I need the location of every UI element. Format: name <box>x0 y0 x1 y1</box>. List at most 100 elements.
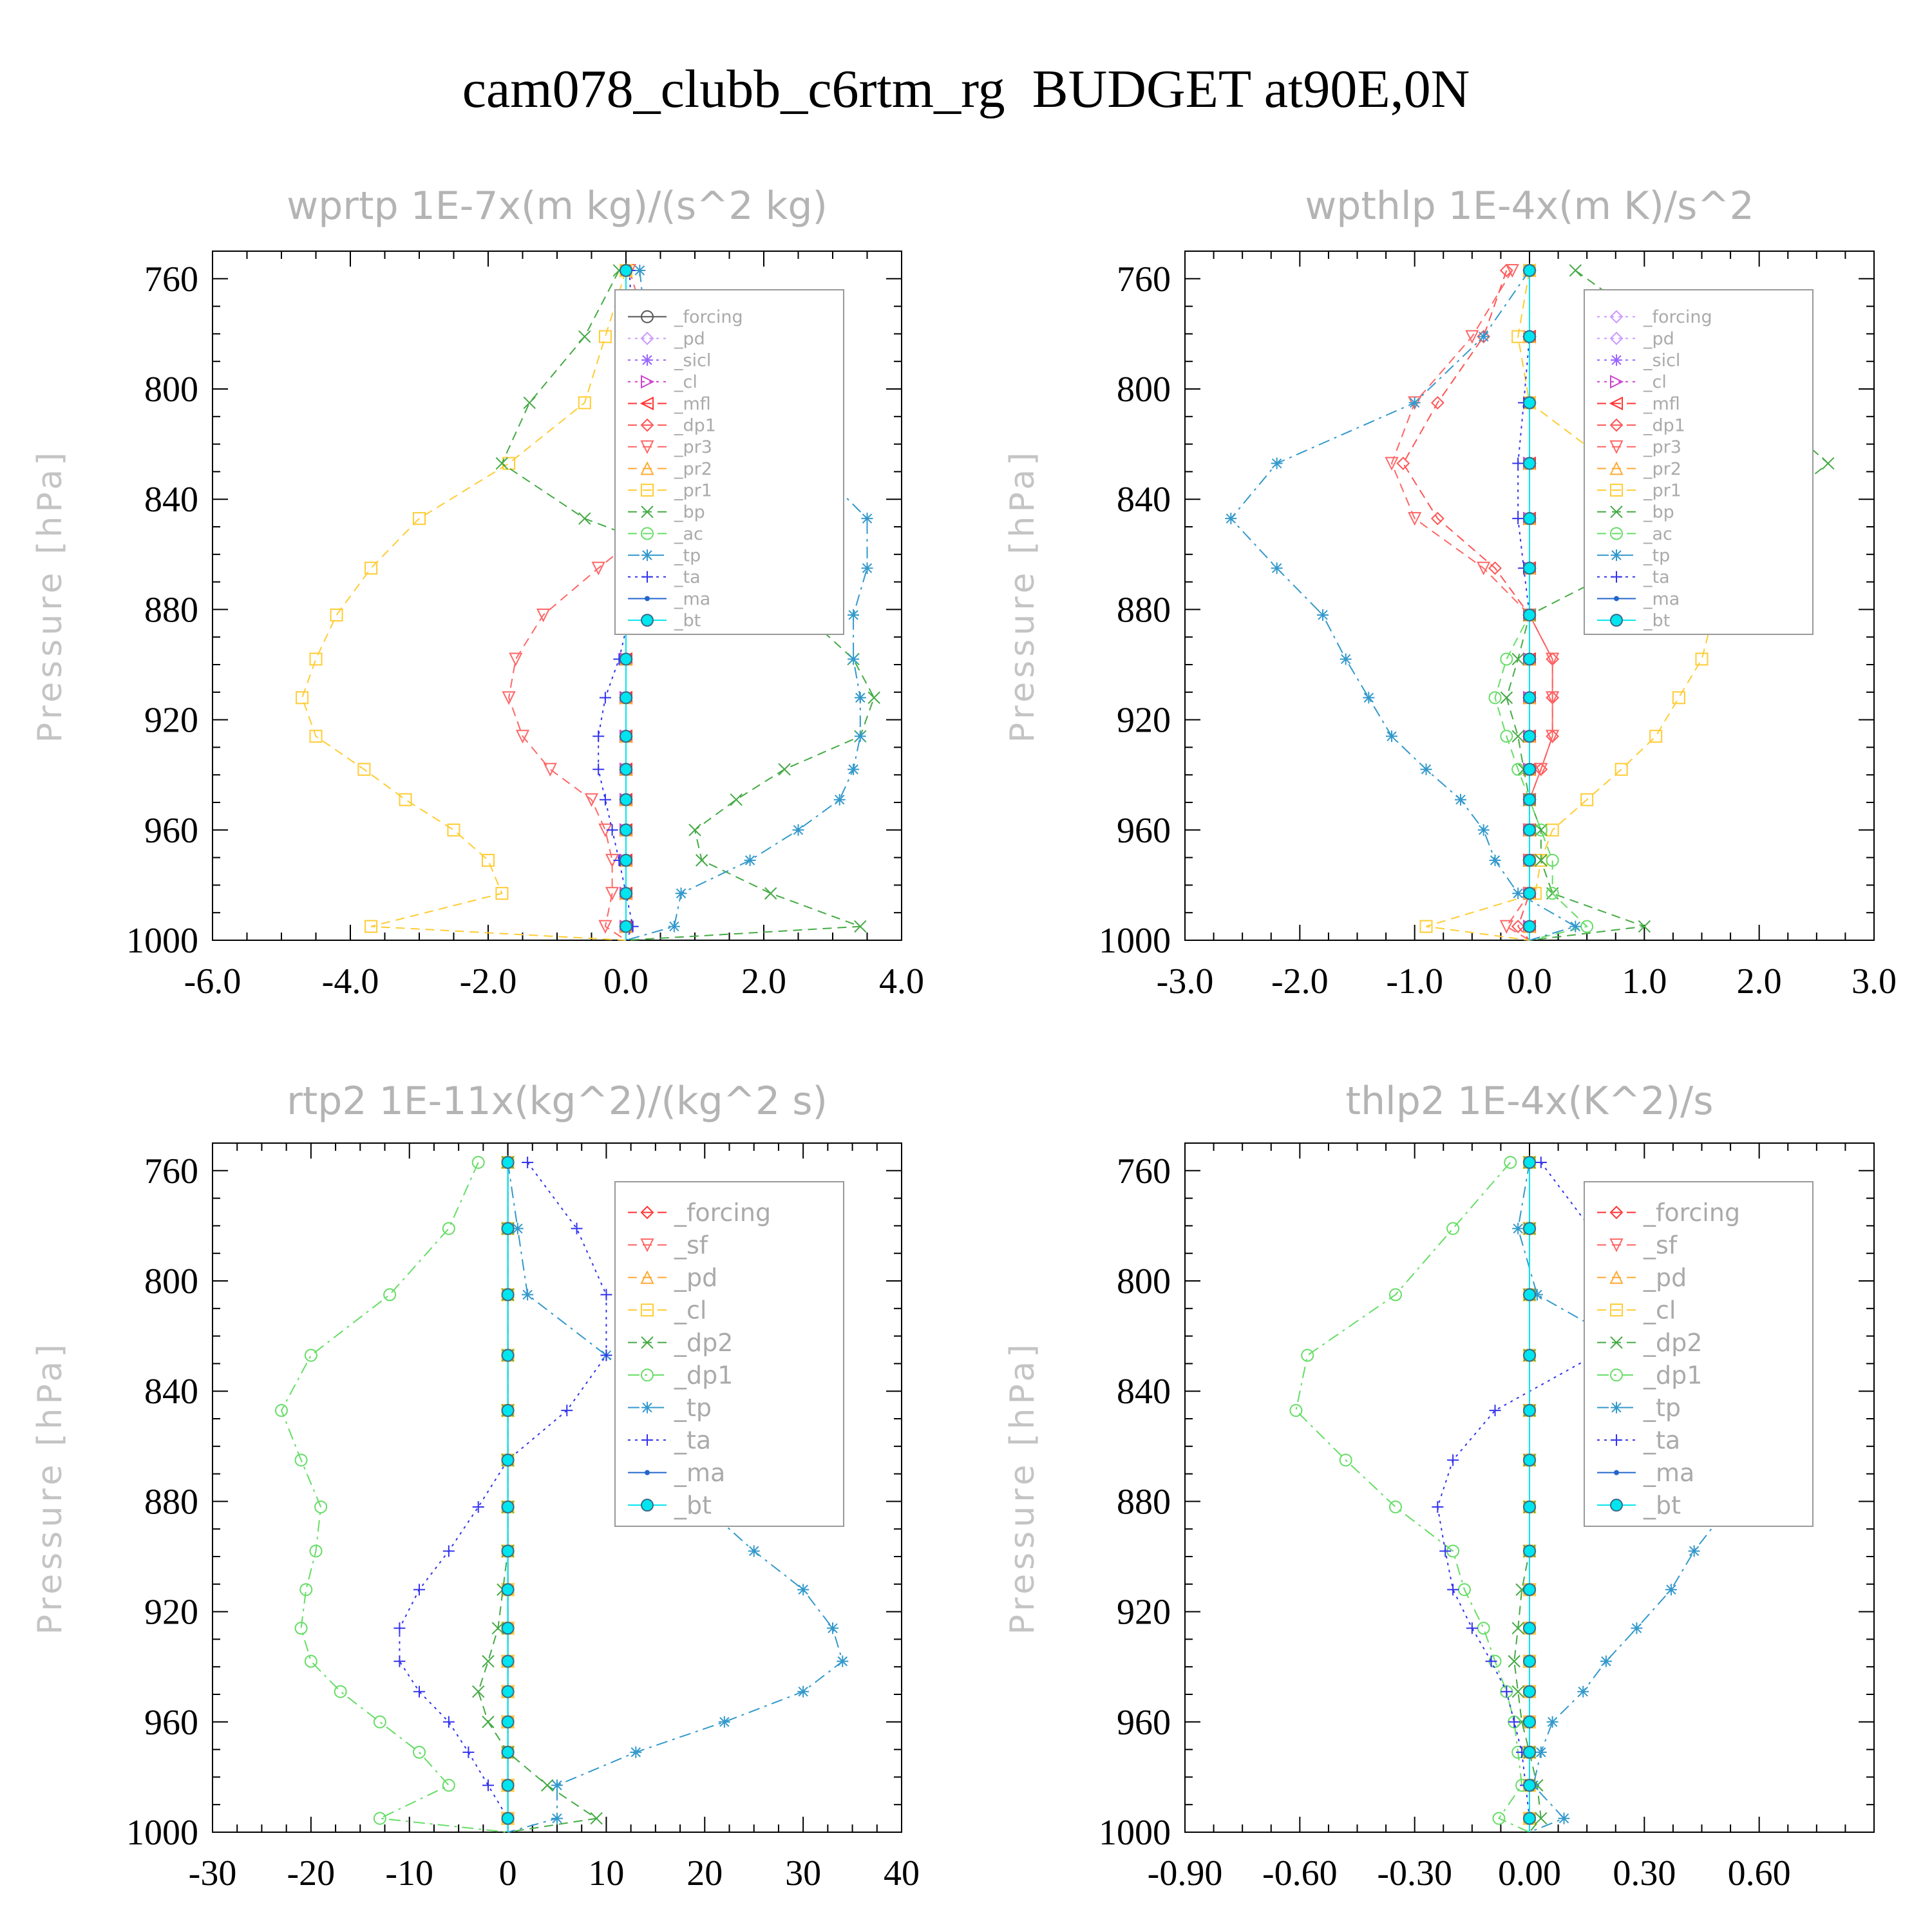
data-point <box>1439 1545 1452 1557</box>
series_ac <box>1488 263 1594 941</box>
series-line <box>1390 270 1553 941</box>
x-tick-label: -20 <box>287 1853 336 1893</box>
data-point <box>1546 887 1559 900</box>
data-point <box>1569 920 1582 933</box>
data-point <box>1492 1812 1506 1825</box>
data-point <box>1500 652 1513 666</box>
data-point <box>620 652 632 666</box>
data-point <box>1363 692 1375 704</box>
series_dp1 <box>1396 263 1560 941</box>
data-point <box>1523 562 1536 575</box>
legend-entry: _tp <box>1643 1394 1681 1422</box>
legend-marker <box>640 461 654 475</box>
y-axis-label: Pressure [hPa] <box>1003 1341 1042 1635</box>
legend-entry: _bt <box>1643 611 1670 631</box>
data-point <box>1488 561 1502 575</box>
legend-marker <box>1610 1499 1623 1512</box>
data-point <box>1558 1812 1570 1824</box>
data-point <box>1523 1404 1536 1417</box>
data-point <box>598 330 612 343</box>
y-tick-label: 880 <box>144 1482 198 1522</box>
series_dp1 <box>1289 1155 1530 1833</box>
series-line <box>280 1162 508 1833</box>
series-line <box>1494 270 1589 941</box>
legend-entry: _forcing <box>1643 1198 1740 1227</box>
data-point <box>827 1622 838 1634</box>
y-tick-label: 800 <box>144 370 198 410</box>
y-tick-label: 880 <box>1117 590 1171 630</box>
panel-2: wpthlp 1E-4x(m K)/s^2 Pressure [hPa] 760 80… <box>1003 184 1897 1001</box>
data-point <box>294 1454 308 1467</box>
data-point <box>1432 1501 1444 1513</box>
data-point <box>1511 652 1524 666</box>
data-point <box>1523 1155 1536 1169</box>
data-point <box>1388 1500 1402 1513</box>
data-point <box>383 1288 397 1302</box>
legend-marker <box>1611 1434 1622 1446</box>
data-point <box>551 1779 563 1792</box>
data-point <box>854 692 866 704</box>
data-point <box>1289 1404 1303 1417</box>
y-tick-label: 880 <box>144 590 198 630</box>
legend-marker <box>1610 506 1623 518</box>
data-point <box>501 1654 515 1668</box>
panel-title: rtp2 1E-11x(kg^2)/(kg^2 s) <box>287 1079 828 1124</box>
x-tick-label: 0.30 <box>1613 1853 1676 1893</box>
series-line <box>1517 1162 1803 1833</box>
data-point <box>1225 513 1237 525</box>
legend-marker <box>1610 1336 1623 1349</box>
data-point <box>1488 691 1502 705</box>
data-point <box>1821 457 1835 470</box>
data-point <box>1695 652 1709 666</box>
series_dp1 <box>275 1155 508 1833</box>
data-point <box>630 1746 642 1758</box>
legend-entry: _pr2 <box>674 459 712 479</box>
legend-entry: _ma <box>674 1459 725 1487</box>
data-point <box>797 1584 810 1596</box>
data-point <box>1465 330 1479 344</box>
data-point <box>1535 1746 1547 1758</box>
legend: _forcing_pd_sicl_cl_mfl_dp1_pr3_pr2_pr1_… <box>614 289 844 635</box>
data-point <box>413 1745 426 1759</box>
data-point <box>502 691 516 705</box>
data-point <box>606 824 618 836</box>
legend-marker <box>1610 614 1623 627</box>
data-point <box>1499 920 1513 934</box>
legend-entry: _cl <box>674 1296 706 1324</box>
legend-marker <box>641 506 654 518</box>
data-point <box>600 1349 612 1361</box>
legend-entry: _pr1 <box>674 481 712 501</box>
legend-marker <box>641 1368 654 1382</box>
legend-entry: _ac <box>1643 524 1672 544</box>
legend-entry: _pd <box>674 329 705 349</box>
data-point <box>1271 457 1283 469</box>
data-point <box>509 652 523 667</box>
legend-entry: _ac <box>674 524 703 544</box>
legend-entry: _cl <box>1643 372 1667 392</box>
y-tick-label: 920 <box>1117 701 1171 741</box>
data-point <box>482 853 495 867</box>
data-point <box>1523 1715 1536 1728</box>
x-tick-label: -6.0 <box>184 961 242 1001</box>
series-line <box>1230 270 1577 941</box>
data-point <box>1523 1745 1536 1759</box>
data-point <box>1477 824 1490 836</box>
legend: _forcing _sf _pd _cl _dp2 _dp1 _tp _ta _ma _bt <box>1584 1181 1814 1527</box>
data-point <box>1523 1222 1536 1235</box>
legend-marker <box>641 614 654 627</box>
data-point <box>1477 562 1491 576</box>
data-point <box>1546 853 1559 867</box>
data-point <box>365 920 378 933</box>
data-point <box>620 793 632 806</box>
series-line <box>399 1162 607 1832</box>
data-point <box>1466 1622 1478 1634</box>
y-tick-label: 920 <box>1117 1593 1171 1633</box>
data-point <box>1340 653 1352 665</box>
panel-1: wprtp 1E-7x(m kg)/(s^2 kg) Pressure [hPa]… <box>31 184 924 1001</box>
legend-entry: _pr1 <box>1643 481 1681 501</box>
y-tick-label: 960 <box>144 1703 198 1743</box>
series-line <box>1295 1162 1530 1833</box>
series-line <box>507 1162 844 1833</box>
data-point <box>501 1583 515 1596</box>
legend-entry: _pr3 <box>1643 437 1681 457</box>
